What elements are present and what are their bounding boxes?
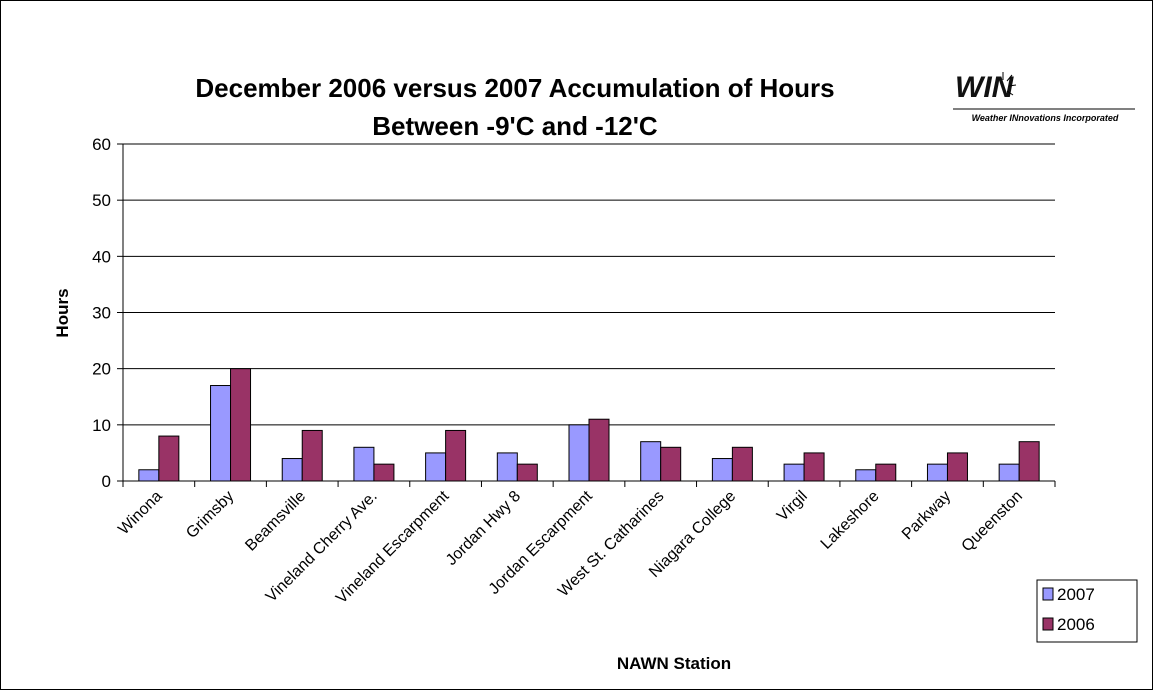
- y-tick-label: 40: [92, 247, 111, 266]
- x-axis-label: NAWN Station: [617, 654, 731, 673]
- bar: [373, 463, 395, 482]
- bar: [731, 446, 753, 482]
- y-tick-label: 30: [92, 304, 111, 323]
- bar: [660, 446, 682, 482]
- logo: WIN Weather INnovations Incorporated: [953, 71, 1135, 123]
- bar: [640, 441, 662, 482]
- bar: [783, 463, 805, 482]
- bar: [210, 385, 232, 482]
- chart-title: Between -9'C and -12'C: [372, 111, 658, 141]
- bar: [711, 458, 733, 482]
- bar: [875, 463, 897, 482]
- legend-swatch: [1042, 617, 1054, 631]
- y-tick-label: 0: [102, 472, 111, 491]
- logo-ray: [1008, 84, 1017, 87]
- y-tick-label: 20: [92, 360, 111, 379]
- legend-label: 2006: [1057, 615, 1095, 634]
- legend-label: 2007: [1057, 585, 1095, 604]
- y-axis-label: Hours: [53, 288, 72, 337]
- bar: [926, 463, 948, 482]
- bar: [568, 424, 590, 482]
- legend-swatch: [1042, 587, 1054, 601]
- y-tick-label: 60: [92, 135, 111, 154]
- bar: [496, 452, 518, 482]
- legend-box: [1036, 579, 1138, 643]
- y-tick-label: 10: [92, 416, 111, 435]
- bar: [1018, 441, 1040, 482]
- bar: [230, 368, 252, 482]
- bar: [301, 429, 323, 482]
- bar: [158, 435, 180, 482]
- logo-ray: [1006, 90, 1014, 96]
- bar: [445, 429, 467, 482]
- logo-ray: [1006, 74, 1013, 82]
- logo-tagline: Weather INnovations Incorporated: [972, 113, 1119, 123]
- bar: [588, 418, 610, 482]
- bar: [803, 452, 825, 482]
- bar: [353, 446, 375, 482]
- bar: [138, 469, 160, 482]
- bar: [425, 452, 447, 482]
- bar: [946, 452, 968, 482]
- bar: [855, 469, 877, 482]
- bar: [281, 458, 303, 482]
- bar: [516, 463, 538, 482]
- logo-text: WIN: [955, 71, 1015, 104]
- bar: [998, 463, 1020, 482]
- y-tick-label: 50: [92, 191, 111, 210]
- chart-title: December 2006 versus 2007 Accumulation o…: [195, 73, 834, 103]
